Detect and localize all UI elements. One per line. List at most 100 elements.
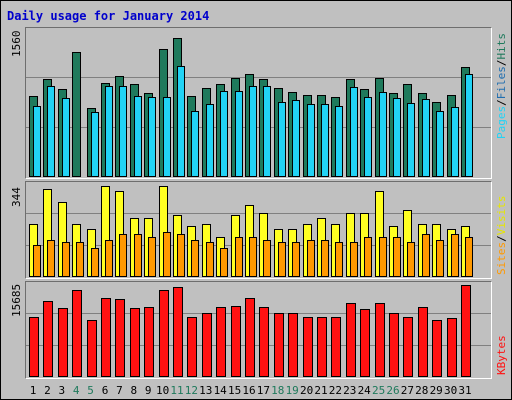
kbytes-bar [273, 313, 284, 377]
files-bar [61, 98, 70, 177]
day-label: 26 [386, 384, 400, 397]
kbytes-bar [115, 299, 126, 377]
sites-bar [76, 242, 85, 277]
sites-bar [61, 242, 70, 277]
kbytes-panel [25, 281, 492, 379]
kbytes-bar [417, 307, 428, 377]
sites-bar [364, 237, 373, 277]
legend-visits: Visits [495, 195, 508, 236]
gridline [26, 77, 491, 78]
files-bar [148, 97, 157, 177]
top-legend: Pages/Files/Hits [495, 33, 508, 139]
sites-bar [306, 240, 315, 277]
kbytes-bar [43, 301, 54, 377]
legend-sites: Sites [495, 241, 508, 275]
day-label: 28 [415, 384, 429, 397]
day-label: 31 [458, 384, 472, 397]
gridline [26, 127, 491, 128]
hits-files-pages-panel [25, 27, 492, 179]
files-bar [407, 103, 416, 177]
kbytes-bar [201, 313, 212, 377]
legend-pages: Pages [495, 105, 508, 139]
sites-bar [465, 237, 473, 277]
files-bar [162, 97, 171, 177]
files-bar [133, 96, 142, 177]
kbytes-bar [374, 303, 385, 377]
kbytes-bar [461, 285, 471, 377]
files-bar [105, 86, 113, 177]
kbytes-bar [245, 298, 255, 377]
kbytes-bar [302, 317, 313, 377]
sites-bar [335, 242, 344, 277]
day-label: 20 [299, 384, 314, 397]
top-y-max-label: 1560 [10, 30, 23, 58]
kbytes-bar [72, 290, 83, 377]
kbytes-bar [403, 317, 414, 377]
middle-legend: Sites/Visits [495, 195, 508, 276]
day-label: 2 [44, 384, 51, 397]
sites-bar [277, 242, 286, 277]
day-label: 29 [429, 384, 443, 397]
day-label: 7 [116, 384, 123, 397]
kbytes-bar [345, 303, 356, 377]
kbytes-bar [57, 308, 68, 377]
files-bar [220, 91, 229, 177]
files-bar [249, 86, 257, 177]
day-label: 10 [155, 384, 170, 397]
sites-bar [450, 234, 459, 277]
day-label: 23 [343, 384, 357, 397]
kbytes-bar [101, 298, 111, 377]
gridline [26, 345, 491, 346]
bottom-y-max-label: 15685 [10, 283, 23, 317]
sites-bar [378, 237, 387, 277]
files-bar [321, 104, 329, 177]
gridline [26, 313, 491, 314]
kbytes-bar [446, 318, 457, 377]
legend-hits: Hits [495, 33, 508, 60]
day-label: 1 [29, 384, 37, 397]
day-label: 19 [285, 384, 299, 397]
files-bar [349, 87, 358, 177]
day-label: 18 [271, 384, 285, 397]
files-bar [465, 74, 473, 177]
chart-title: Daily usage for January 2014 [7, 9, 210, 23]
files-bar [292, 100, 301, 177]
day-label: 13 [199, 384, 213, 397]
day-label: 22 [328, 384, 343, 397]
day-label: 21 [314, 384, 328, 397]
sites-bar [133, 234, 142, 277]
files-bar [119, 86, 128, 177]
day-label: 3 [58, 384, 66, 397]
kbytes-bar [129, 308, 140, 377]
day-label: 27 [400, 384, 415, 397]
sites-bar [177, 234, 185, 277]
sites-bar [292, 242, 301, 277]
files-bar [191, 111, 200, 177]
kbytes-bar [331, 317, 342, 377]
day-label: 15 [227, 384, 242, 397]
sites-bar [105, 240, 113, 277]
day-label: 6 [101, 384, 109, 397]
files-bar [277, 102, 286, 177]
files-bar [378, 92, 387, 177]
visits-sites-panel [25, 181, 492, 279]
files-bar [421, 99, 430, 177]
hits-bar [72, 52, 82, 177]
sites-bar [220, 248, 229, 277]
day-label: 5 [87, 384, 94, 397]
files-bar [364, 97, 373, 177]
kbytes-bar [432, 320, 443, 377]
middle-y-max-label: 344 [10, 187, 23, 207]
sites-bar [162, 232, 171, 277]
gridline [26, 245, 491, 246]
sites-bar [90, 248, 99, 277]
sites-bar [263, 240, 272, 277]
files-bar [436, 111, 445, 177]
kbytes-bar [173, 287, 183, 377]
day-label: 30 [443, 384, 458, 397]
files-bar [306, 104, 315, 177]
sites-bar [349, 242, 358, 277]
kbytes-bar [187, 317, 198, 377]
kbytes-bar [158, 290, 169, 377]
files-bar [33, 106, 41, 177]
